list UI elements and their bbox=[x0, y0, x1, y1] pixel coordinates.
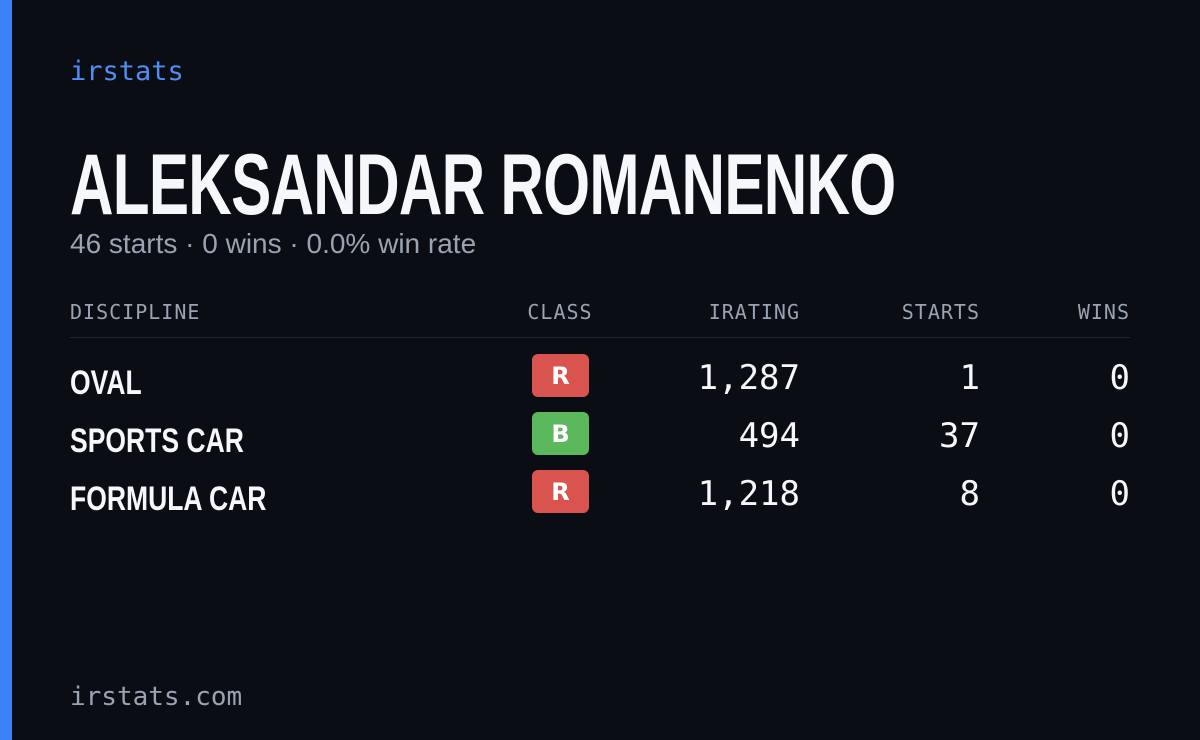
starts: 1 bbox=[959, 358, 980, 398]
class-badge: R bbox=[532, 470, 589, 513]
wins: 0 bbox=[1109, 416, 1130, 456]
column-header: STARTS bbox=[901, 300, 980, 324]
discipline: OVAL bbox=[70, 364, 142, 402]
footer: irstats.com bbox=[70, 682, 243, 712]
starts: 37 bbox=[939, 416, 980, 456]
discipline: SPORTS CAR bbox=[70, 422, 244, 460]
column-header: DISCIPLINE bbox=[70, 300, 201, 324]
summary: 46 starts · 0 wins · 0.0% win rate bbox=[70, 228, 477, 259]
column-header: IRATING bbox=[708, 300, 800, 324]
player-name: ALEKSANDAR ROMANENKO bbox=[70, 137, 896, 233]
discipline: FORMULA CAR bbox=[70, 480, 267, 518]
irating: 1,218 bbox=[697, 474, 800, 514]
accent-stripe bbox=[0, 0, 12, 740]
class-badge: R bbox=[532, 354, 589, 397]
irating: 1,287 bbox=[697, 358, 800, 398]
column-header: WINS bbox=[1077, 300, 1130, 324]
starts: 8 bbox=[959, 474, 980, 514]
wins: 0 bbox=[1109, 474, 1130, 514]
column-header: CLASS bbox=[527, 300, 593, 324]
class-badge: B bbox=[532, 412, 589, 455]
irating: 494 bbox=[738, 416, 800, 456]
wins: 0 bbox=[1109, 358, 1130, 398]
brand: irstats bbox=[70, 56, 184, 87]
header-rule bbox=[70, 337, 1130, 338]
